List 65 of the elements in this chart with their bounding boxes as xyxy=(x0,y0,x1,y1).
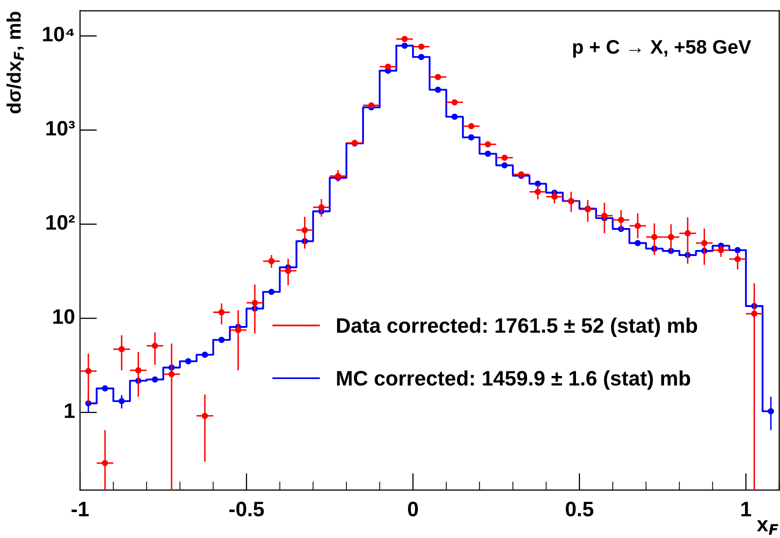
point xyxy=(668,234,674,240)
point xyxy=(451,99,458,106)
point xyxy=(551,194,558,200)
point xyxy=(751,310,758,317)
x-tick-label: 1 xyxy=(741,502,752,516)
point xyxy=(218,309,225,316)
annotation: p + C → X, +58 GeV xyxy=(573,40,752,58)
x-tick-label: -0.5 xyxy=(229,502,264,516)
point xyxy=(118,346,125,352)
point xyxy=(618,216,624,224)
point xyxy=(684,230,691,236)
point xyxy=(601,212,608,219)
point xyxy=(501,162,508,168)
point xyxy=(418,54,424,60)
point xyxy=(202,352,208,358)
y-tick-label: 10⁴ xyxy=(43,26,74,42)
point xyxy=(468,123,474,130)
point xyxy=(534,180,541,187)
x-axis-title: x$_{F}$ xyxy=(756,520,778,535)
point xyxy=(484,150,492,157)
legend-label: Data corrected: 1761.5 ± 52 (stat) mb xyxy=(337,318,698,338)
point xyxy=(202,412,208,419)
x-tick-label: 0.5 xyxy=(566,502,594,516)
y-tick-label: 10³ xyxy=(46,120,75,136)
point xyxy=(701,240,708,246)
point xyxy=(252,300,258,306)
point xyxy=(402,42,408,49)
point xyxy=(468,134,474,140)
y-tick-label: 10² xyxy=(46,215,75,230)
point xyxy=(651,234,658,240)
point xyxy=(451,114,458,120)
point xyxy=(434,86,442,93)
x-tick-label: 0 xyxy=(408,502,418,516)
point xyxy=(218,336,225,344)
point xyxy=(268,258,275,264)
point xyxy=(734,247,741,254)
point xyxy=(501,154,508,161)
x-tick-label: -1 xyxy=(72,502,89,516)
point xyxy=(318,204,325,210)
point xyxy=(384,64,392,70)
point xyxy=(634,222,641,229)
legend-label: MC corrected: 1459.9 ± 1.6 (stat) mb xyxy=(337,370,690,390)
point xyxy=(302,226,308,234)
point xyxy=(418,44,424,50)
point xyxy=(734,256,741,262)
point xyxy=(634,240,641,246)
point xyxy=(185,358,192,364)
point xyxy=(235,326,242,334)
point xyxy=(484,141,492,148)
point xyxy=(168,371,175,378)
y-tick-label: 1 xyxy=(64,404,75,418)
point xyxy=(534,188,541,195)
point xyxy=(102,460,108,466)
point xyxy=(152,342,158,349)
point xyxy=(402,36,408,42)
y-tick-label: 10 xyxy=(53,309,74,324)
point xyxy=(268,288,275,295)
point xyxy=(284,268,292,274)
point xyxy=(135,367,142,374)
point xyxy=(718,247,724,254)
point xyxy=(85,368,92,374)
y-axis-title: dσ/dx$_{F}$, mb xyxy=(6,12,24,114)
point xyxy=(434,74,442,80)
point xyxy=(102,385,108,392)
point xyxy=(152,376,158,383)
